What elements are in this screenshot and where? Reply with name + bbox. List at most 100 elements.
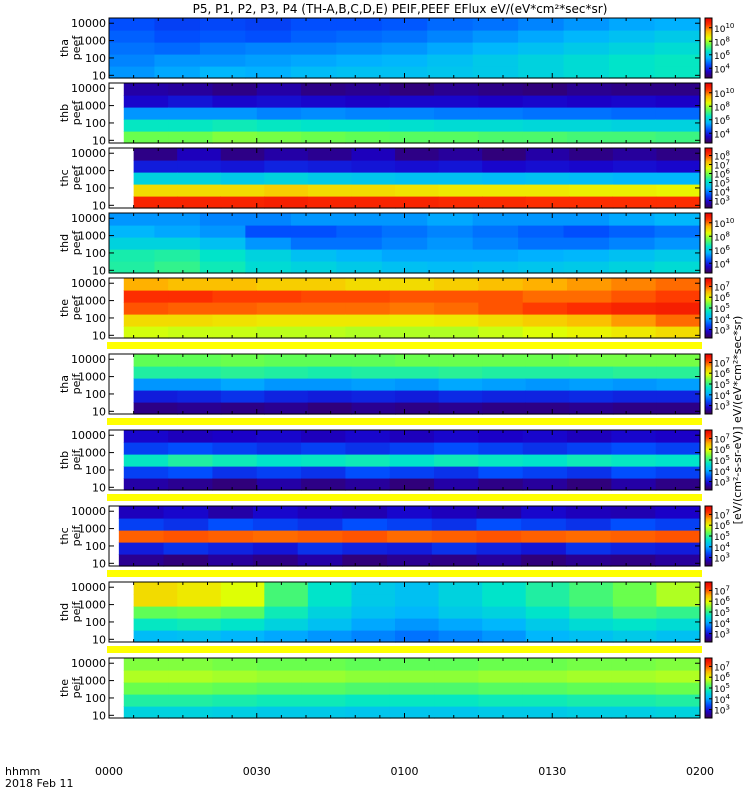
heatmap-cell (569, 160, 614, 173)
colorbar-tick-label: 104 (714, 617, 730, 630)
time-axis-date: 2018 Feb 11 (5, 777, 73, 790)
heatmap-cell (427, 42, 474, 55)
heatmap-cell (525, 378, 570, 391)
heatmap-cell (123, 670, 169, 683)
heatmap-cell (611, 430, 657, 443)
heatmap-cell (518, 249, 565, 262)
heatmap-cell (472, 54, 519, 67)
heatmap-cell (522, 302, 568, 315)
colorbar (704, 82, 713, 144)
heatmap-cell (220, 148, 265, 161)
heatmap-cell (656, 402, 701, 415)
heatmap-cell (336, 66, 383, 79)
heatmap-cell (567, 706, 612, 719)
heatmap-cell (220, 402, 265, 415)
heatmap-cell (301, 466, 347, 479)
heatmap-cell (438, 148, 483, 161)
heatmap-cell (389, 430, 435, 443)
heatmap-cell (123, 278, 169, 291)
heatmap-cell (655, 518, 701, 531)
heatmap-cell (609, 42, 656, 55)
heatmap-cell (434, 454, 479, 467)
heatmap-cell (518, 42, 565, 55)
heatmap-cell (476, 542, 522, 555)
heatmap-cell (482, 630, 527, 643)
heatmap-cell (427, 225, 474, 238)
heatmap-cell (655, 314, 701, 327)
heatmap-cell (521, 554, 567, 567)
heatmap-cell (569, 366, 614, 379)
heatmap-cell (438, 160, 483, 173)
heatmap-cell (168, 670, 214, 683)
heatmap-cell (611, 454, 657, 467)
heatmap-cell (290, 225, 337, 238)
heatmap-cell (656, 196, 701, 209)
heatmap-cell (123, 95, 169, 108)
heatmap-cell (611, 302, 657, 315)
heatmap-cell (482, 390, 527, 403)
heatmap-cell (438, 196, 483, 209)
heatmap-cell (438, 390, 483, 403)
heatmap-cell (168, 478, 214, 491)
heatmap-cell (567, 670, 612, 683)
heatmap-cell (154, 225, 201, 238)
heatmap-cell (264, 148, 309, 161)
heatmap-cell (612, 606, 658, 619)
panel-label-line: peef (70, 295, 83, 321)
heatmap-cell (123, 107, 169, 120)
heatmap-cell (438, 594, 483, 607)
colorbar-tick-label: 104 (714, 389, 730, 402)
heatmap-cell (427, 261, 474, 274)
heatmap-cell (427, 18, 474, 31)
heatmap-cell (478, 95, 524, 108)
heatmap-cell (525, 606, 570, 619)
heatmap-cell (345, 706, 391, 719)
energy-tick-label: 1000 (78, 675, 106, 688)
heatmap-cell (177, 196, 222, 209)
heatmap-cell (154, 66, 201, 79)
heatmap-cell (381, 261, 428, 274)
heatmap-cell (522, 478, 568, 491)
heatmap-cell (434, 95, 479, 108)
heatmap-cell (123, 442, 169, 455)
heatmap-cell (342, 554, 388, 567)
heatmap-cell (438, 366, 483, 379)
heatmap-cell (656, 160, 701, 173)
heatmap-cell (168, 326, 214, 339)
heatmap-cell (336, 213, 383, 226)
heatmap-cell (612, 354, 658, 367)
heatmap-cell (427, 66, 474, 79)
heatmap-cell (521, 530, 567, 543)
heatmap-cell (563, 249, 610, 262)
heatmap-cell (212, 454, 258, 467)
heatmap-cell (118, 518, 165, 531)
heatmap-cell (612, 402, 658, 415)
heatmap-cell (655, 131, 701, 144)
heatmap-cell (301, 83, 347, 96)
heatmap-cell (252, 506, 299, 519)
heatmap-cell (168, 658, 214, 671)
heatmap-cell (438, 184, 483, 197)
heatmap-cell (389, 682, 435, 695)
colorbar-tick-label: 107 (714, 159, 730, 172)
panel-label-line: peif (70, 601, 83, 623)
heatmap-cell (109, 66, 156, 79)
heatmap-cell (522, 326, 568, 339)
heatmap-cell (656, 618, 701, 631)
heatmap-cell (381, 66, 428, 79)
heatmap-cell (612, 172, 658, 185)
heatmap-cell (199, 42, 246, 55)
heatmap-cell (567, 95, 612, 108)
heatmap-cell (301, 314, 347, 327)
heatmap-cell (431, 542, 478, 555)
heatmap-cell (522, 430, 568, 443)
colorbar (704, 212, 713, 274)
heatmap-cell (656, 366, 701, 379)
heatmap-cell (123, 466, 169, 479)
heatmap-cell (256, 83, 302, 96)
heatmap-cell (654, 66, 701, 79)
heatmap-cell (434, 131, 479, 144)
